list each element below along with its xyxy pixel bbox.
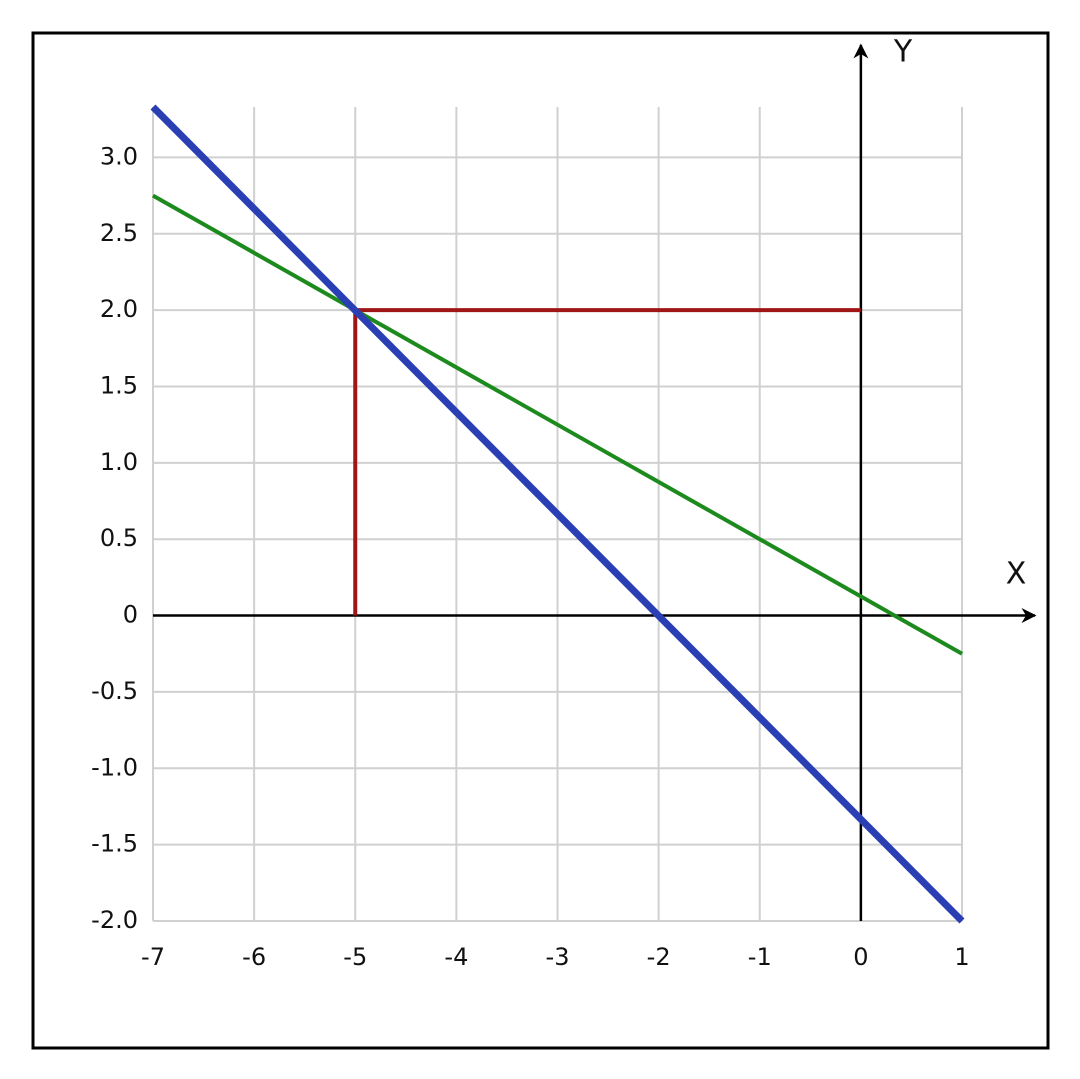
- y-tick-label: 2.5: [100, 219, 138, 247]
- y-tick-label: -2.0: [91, 906, 138, 934]
- x-tick-label: -2: [647, 943, 671, 971]
- y-tick-label: 0: [123, 601, 138, 629]
- x-tick-label: -4: [444, 943, 468, 971]
- x-tick-label: 0: [853, 943, 868, 971]
- x-tick-label: -6: [242, 943, 266, 971]
- y-tick-label: -1.5: [91, 830, 138, 858]
- y-tick-label: -1.0: [91, 753, 138, 781]
- x-tick-label: 1: [954, 943, 969, 971]
- line: [150, 104, 965, 924]
- x-tick-label: -7: [141, 943, 165, 971]
- y-tick-label: 1.5: [100, 371, 138, 399]
- frame: [31, 31, 1050, 1050]
- x-tick-label: -5: [343, 943, 367, 971]
- x-tick-label: -3: [546, 943, 570, 971]
- line: [152, 193, 963, 656]
- x-axis-label: X: [1006, 557, 1027, 592]
- y-tick-label: 3.0: [100, 142, 138, 170]
- y-tick-label: 0.5: [100, 524, 138, 552]
- y-tick-label: 1.0: [100, 448, 138, 476]
- y-tick-label: -0.5: [91, 677, 138, 705]
- x-tick-label: -1: [748, 943, 772, 971]
- y-axis-label: Y: [893, 35, 913, 70]
- y-tick-label: 2.0: [100, 295, 138, 323]
